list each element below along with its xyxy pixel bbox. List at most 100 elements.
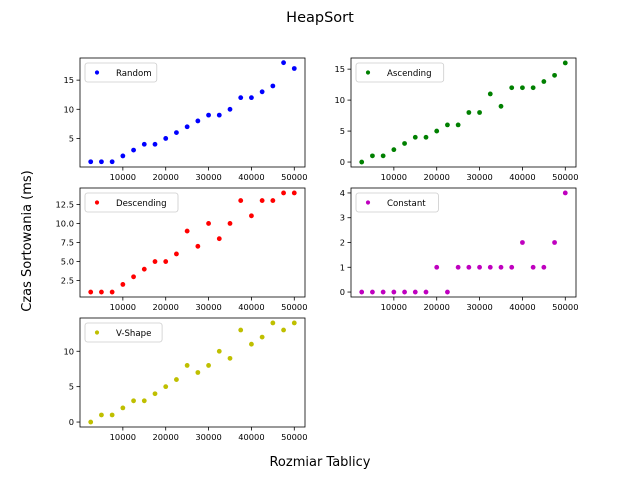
series-constant <box>359 190 568 295</box>
data-point <box>530 85 536 91</box>
legend-marker <box>94 70 100 75</box>
data-point <box>541 79 547 84</box>
data-point <box>88 159 94 165</box>
data-point <box>195 118 201 124</box>
figure-title: HeapSort <box>286 10 354 26</box>
legend: Ascending <box>355 62 445 83</box>
data-point <box>238 198 244 203</box>
data-point <box>259 334 265 340</box>
subplot-random: 10000 20000 30000 40000 50000 5 10 15 Random <box>63 57 307 182</box>
data-point <box>520 240 525 245</box>
legend-label: Ascending <box>387 69 432 79</box>
data-point <box>141 398 147 404</box>
y-tick-label: 5 <box>69 133 74 143</box>
subplot-ascending: 10000 20000 30000 40000 50000 0 5 10 15 Ascending <box>334 57 578 182</box>
data-point <box>120 153 126 159</box>
data-point <box>206 221 211 226</box>
legend-marker <box>94 200 100 205</box>
data-point <box>216 112 222 118</box>
data-point <box>477 264 482 270</box>
y-tick-label: 7.5 <box>61 238 74 248</box>
data-point <box>109 159 115 165</box>
data-point <box>131 147 136 153</box>
data-point <box>434 128 440 134</box>
data-point <box>174 130 179 136</box>
data-point <box>206 112 211 118</box>
series-random <box>88 60 297 165</box>
legend-marker <box>365 200 371 205</box>
data-point <box>391 147 397 153</box>
data-point <box>238 95 244 101</box>
y-tick-label: 5.0 <box>61 257 74 267</box>
data-point <box>227 221 233 226</box>
legend-label: Descending <box>116 199 167 209</box>
data-point <box>227 355 233 361</box>
data-point <box>152 141 158 147</box>
figure-ylabel: Czas Sortowania (ms) <box>20 170 35 312</box>
y-tick-label: 0 <box>340 157 345 167</box>
data-point <box>99 289 104 295</box>
subplot-constant: 10000 20000 30000 40000 50000 0 1 2 3 4 Constant <box>340 187 578 312</box>
data-point <box>109 289 115 295</box>
data-point <box>520 85 525 91</box>
y-tick-label: 4 <box>340 188 345 198</box>
x-tick-label: 40000 <box>238 302 264 312</box>
x-tick-label: 40000 <box>238 432 264 442</box>
data-point <box>509 85 515 91</box>
data-point <box>109 412 115 418</box>
data-point <box>195 243 201 249</box>
data-point <box>184 124 190 130</box>
data-point <box>370 153 375 159</box>
data-point <box>238 327 244 333</box>
data-point <box>291 320 297 326</box>
data-point <box>163 259 169 264</box>
legend: Descending <box>84 192 179 213</box>
y-tick-label: 3 <box>340 213 345 223</box>
x-tick-label: 10000 <box>381 172 407 182</box>
data-point <box>281 60 286 66</box>
x-tick-label: 30000 <box>195 172 221 182</box>
data-point <box>270 320 276 326</box>
y-tick-label: 2 <box>340 238 345 248</box>
data-point <box>291 66 297 71</box>
x-tick-label: 10000 <box>110 432 136 442</box>
data-point <box>466 264 472 270</box>
data-point <box>120 282 126 287</box>
x-tick-label: 20000 <box>424 302 450 312</box>
data-point <box>259 89 265 95</box>
x-tick-label: 20000 <box>424 172 450 182</box>
data-point <box>359 159 365 165</box>
data-point <box>380 289 386 295</box>
x-tick-label: 40000 <box>509 172 535 182</box>
data-point <box>249 341 254 347</box>
data-point <box>380 153 386 159</box>
data-point <box>270 83 276 89</box>
series-descending <box>88 190 297 295</box>
series-v-shape <box>88 320 297 425</box>
legend-label: Random <box>116 69 152 79</box>
data-point <box>498 103 504 109</box>
data-point <box>402 141 407 146</box>
data-point <box>455 122 461 128</box>
data-point <box>120 405 126 411</box>
legend-marker <box>365 70 371 75</box>
subplot-grid: 10000 20000 30000 40000 5000051015Random1000… <box>56 57 578 442</box>
x-tick-label: 50000 <box>552 302 578 312</box>
data-point <box>152 259 158 264</box>
x-tick-label: 40000 <box>238 172 264 182</box>
x-tick-label: 30000 <box>466 302 492 312</box>
legend-box <box>84 62 158 83</box>
y-tick-label: 1 <box>340 262 345 272</box>
data-point <box>216 348 222 354</box>
data-point <box>131 274 136 280</box>
data-point <box>391 289 397 295</box>
legend-box <box>355 62 445 83</box>
x-tick-label: 30000 <box>195 302 221 312</box>
y-tick-label: 0 <box>69 417 74 427</box>
data-point <box>259 198 265 203</box>
data-point <box>281 190 286 196</box>
x-tick-label: 30000 <box>466 172 492 182</box>
x-tick-label: 50000 <box>552 172 578 182</box>
data-point <box>552 240 557 245</box>
